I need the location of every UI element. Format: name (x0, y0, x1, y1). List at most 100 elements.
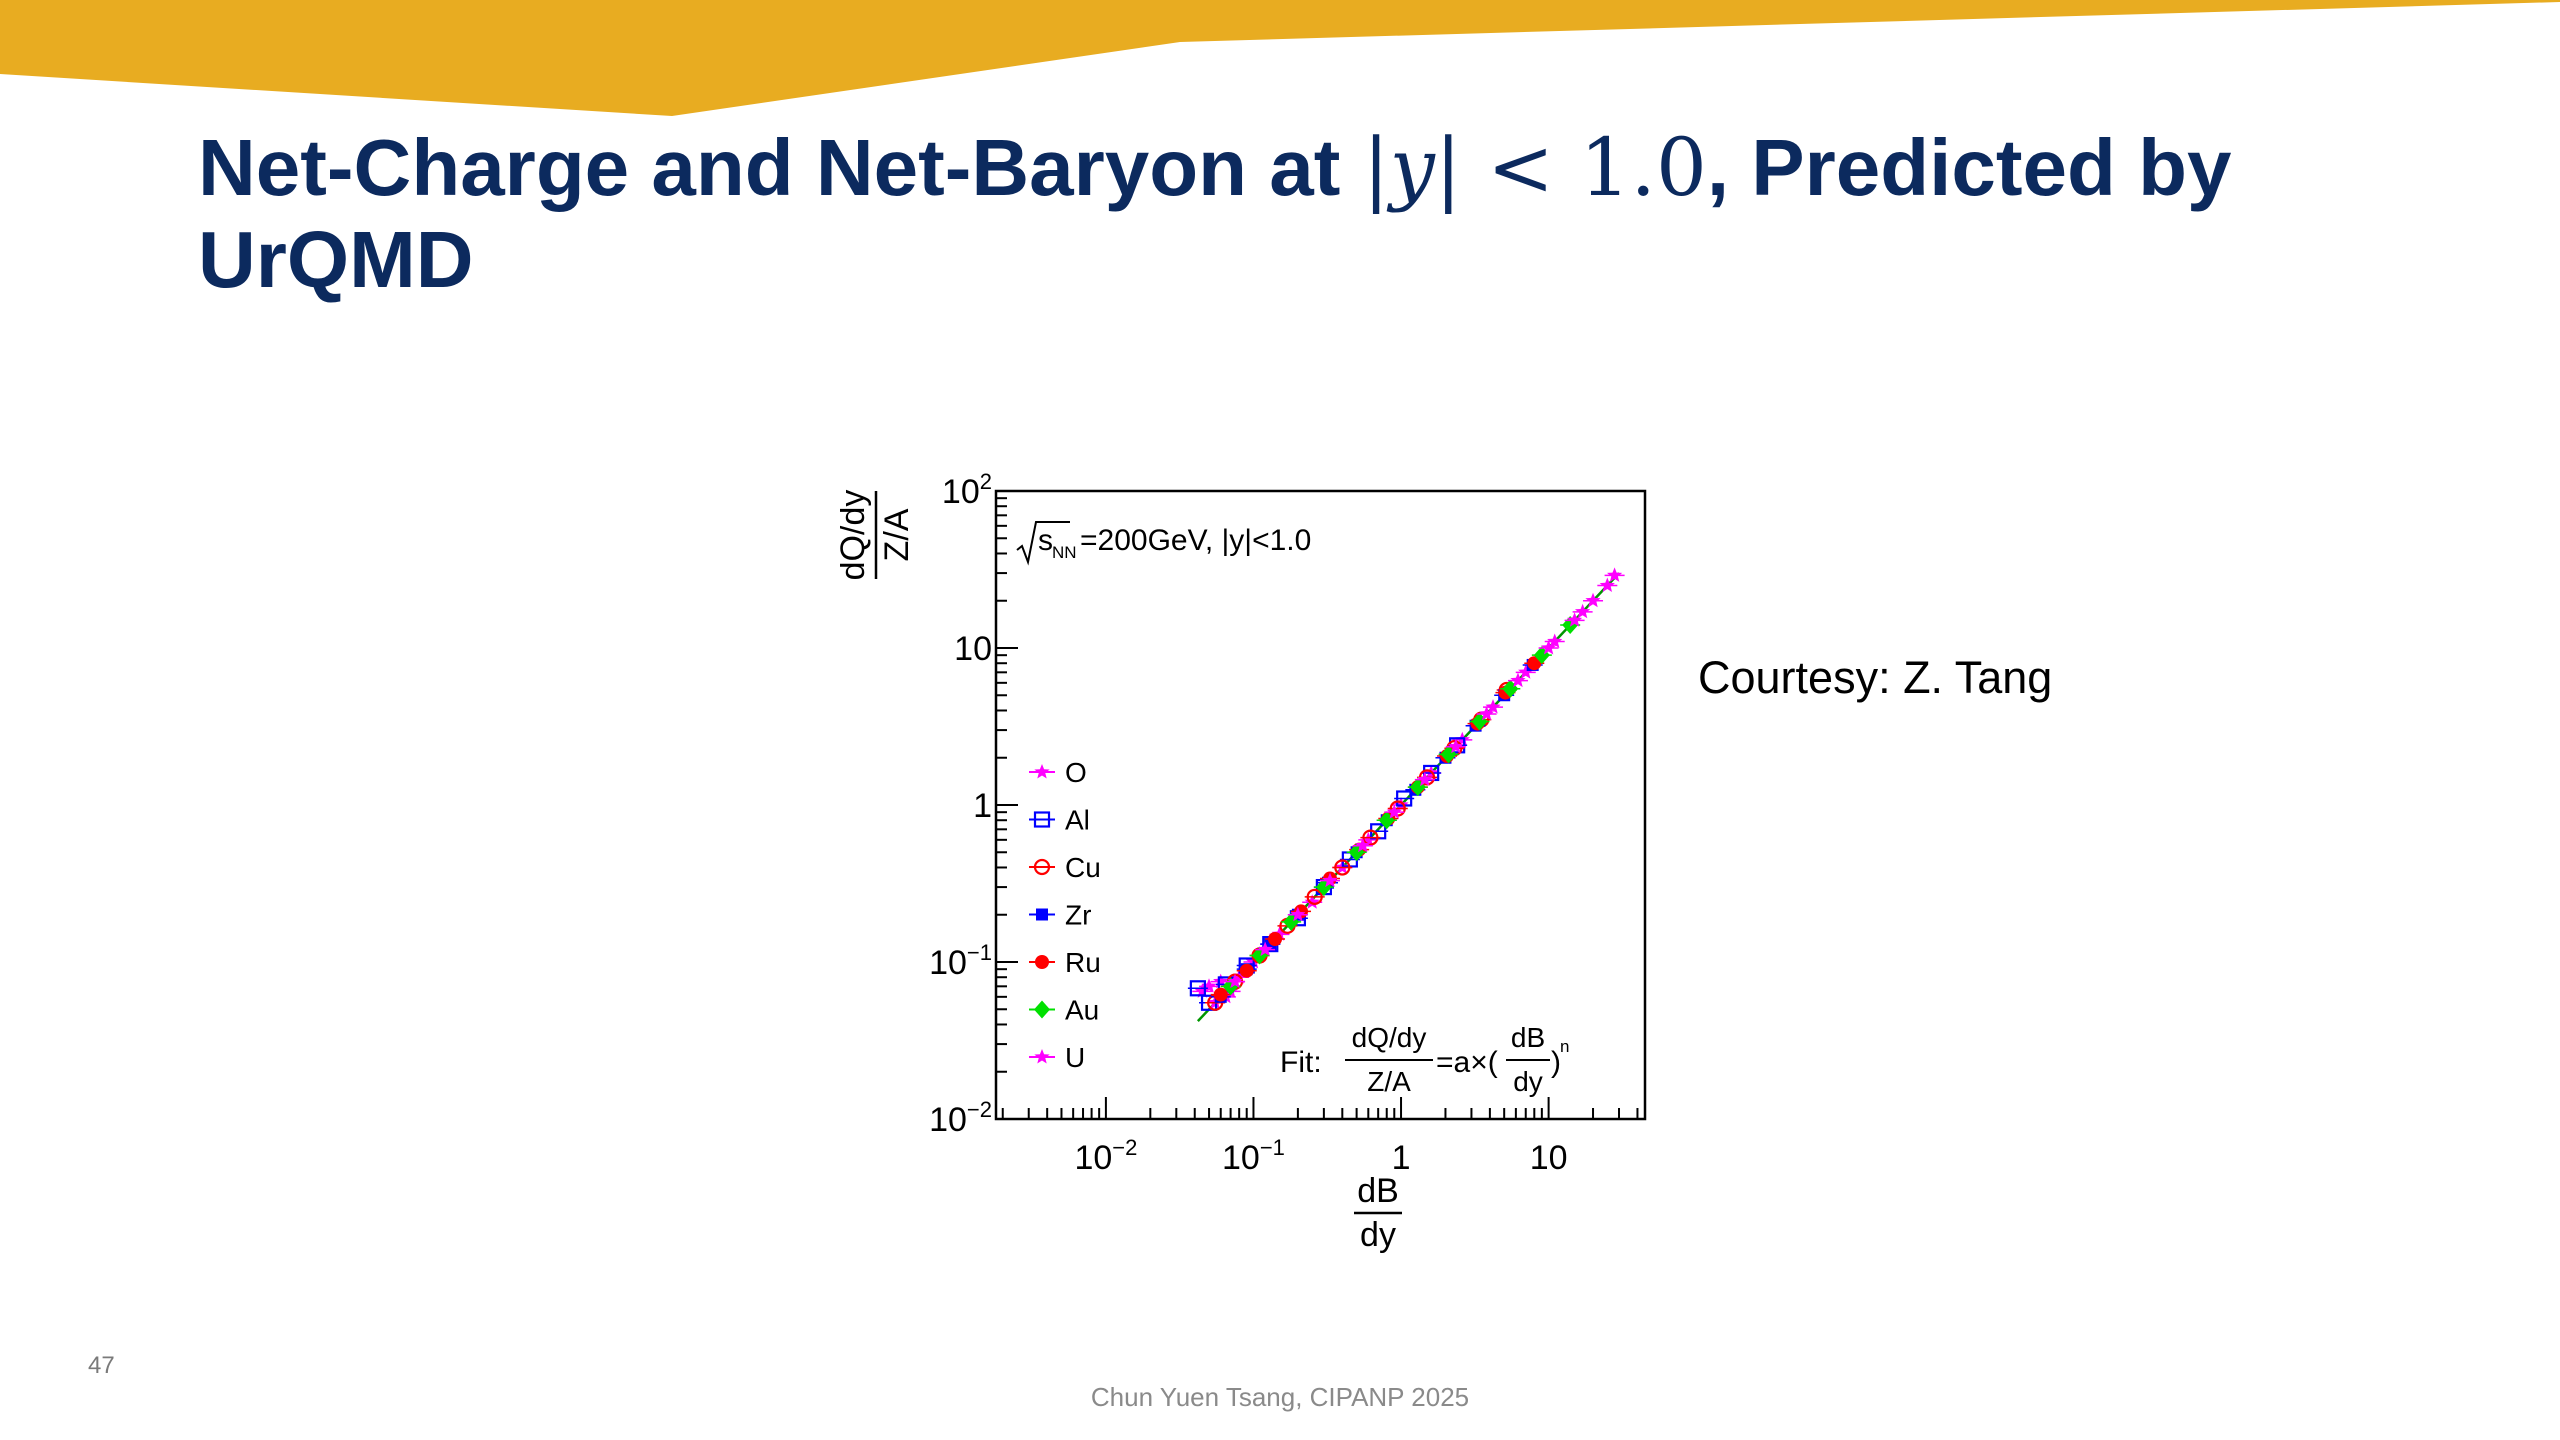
data-point-shape (1541, 640, 1557, 655)
data-point-shape (1417, 771, 1433, 787)
data-point (1315, 878, 1332, 897)
legend-marker-shape (1034, 1049, 1050, 1064)
legend-marker (1033, 858, 1051, 876)
data-point (1251, 946, 1268, 965)
data-point-shape (1189, 980, 1206, 997)
data-point-shape (1355, 837, 1371, 853)
x-axis-ticks: 10−2 10−1 1 10 (1001, 1097, 1639, 1177)
y-axis-label: dQ/dy Z/A (840, 490, 916, 581)
banner-shape (0, 0, 2560, 116)
data-point (1322, 872, 1338, 888)
title-math-var: y (1389, 121, 1435, 214)
data-point (1510, 672, 1526, 688)
data-point (1306, 888, 1323, 905)
x-axis-label-denominator: dy (1360, 1216, 1396, 1254)
data-point-shape (1547, 633, 1563, 648)
data-point (1417, 771, 1433, 787)
data-point-shape (1362, 829, 1379, 846)
data-point (1348, 843, 1365, 862)
data-point-shape (1585, 592, 1601, 608)
title-math-close: | < 1.0 (1434, 121, 1707, 214)
data-point-shape (1227, 973, 1243, 989)
data-point (1355, 837, 1371, 853)
legend-marker-shape (1034, 1000, 1050, 1019)
y-axis-ticks: 10−2 10−1 1 10 102 (929, 470, 1018, 1139)
data-point-shape (1471, 712, 1488, 731)
legend-item: Au (1029, 995, 1099, 1026)
data-point (1448, 738, 1464, 754)
data-point (1213, 987, 1228, 1002)
data-point (1257, 941, 1273, 956)
sqrt-sign-icon (1016, 521, 1070, 566)
title-math-open: | (1362, 121, 1390, 214)
y-tick-label: 1 (973, 787, 992, 825)
data-point-shape (1194, 983, 1210, 998)
y-axis-label-denominator: Z/A (878, 508, 916, 561)
data-point (1527, 656, 1542, 671)
data-point (1585, 592, 1601, 608)
legend-marker (1035, 955, 1049, 969)
data-point (1201, 978, 1217, 993)
x-tick-label: 10−2 (1074, 1135, 1137, 1177)
footer-credit: Chun Yuen Tsang, CIPANP 2025 (1090, 1382, 1470, 1412)
data-point (1485, 699, 1501, 714)
data-point-shape (1239, 963, 1254, 978)
data-point (1471, 712, 1488, 731)
data-point (1479, 706, 1495, 721)
data-point-shape (1386, 804, 1402, 819)
data-point-shape (1201, 978, 1217, 993)
data-point (1378, 811, 1395, 830)
legend-marker-shape (1033, 811, 1051, 828)
legend-label: Al (1065, 805, 1090, 836)
data-point-shape (1290, 906, 1306, 922)
data-point-shape (1378, 811, 1395, 830)
data-point-shape (1322, 872, 1338, 888)
data-point (1518, 664, 1534, 679)
legend-marker (1036, 908, 1048, 921)
data-point-shape (1334, 859, 1351, 876)
data-point (1362, 829, 1379, 846)
data-points (1187, 567, 1625, 1011)
legend-label: U (1065, 1042, 1085, 1073)
fit-numerator-1: dQ/dy (1352, 1022, 1427, 1053)
data-point (1547, 633, 1563, 648)
x-tick-label: 10−1 (1222, 1135, 1285, 1177)
legend-marker (1033, 811, 1051, 828)
legend-marker-shape (1034, 764, 1050, 779)
legend-item: Cu (1029, 852, 1101, 883)
legend-label: O (1065, 757, 1087, 788)
legend-label: Ru (1065, 947, 1101, 978)
data-point (1599, 577, 1615, 592)
page-number: 47 (88, 1352, 115, 1379)
data-point-shape (1306, 888, 1323, 905)
data-point (1386, 804, 1402, 819)
fit-exponent: n (1560, 1037, 1569, 1056)
data-point (1268, 932, 1283, 947)
legend-item: Al (1029, 805, 1090, 836)
data-point-shape (1348, 843, 1365, 862)
data-point-shape (1479, 706, 1495, 721)
legend-item: Ru (1029, 947, 1101, 978)
fit-denominator-2: dy (1513, 1066, 1543, 1097)
data-point-shape (1599, 577, 1615, 592)
fit-middle: =a×( (1436, 1046, 1498, 1079)
fit-formula: Fit: dQ/dy Z/A =a×( dB dy ) n (1280, 1022, 1569, 1097)
data-point-shape (1268, 932, 1283, 947)
legend-item: U (1029, 1042, 1085, 1073)
energy-annotation: s NN =200GeV, |y|<1.0 (1016, 521, 1311, 566)
courtesy-note: Courtesy: Z. Tang (1698, 652, 2053, 703)
legend-label: Zr (1065, 900, 1091, 931)
title-banner (0, 0, 2560, 116)
x-tick-label: 1 (1392, 1139, 1411, 1177)
data-point (1189, 980, 1206, 997)
data-point (1360, 831, 1376, 847)
data-point-shape (1485, 699, 1501, 714)
legend-item: O (1029, 757, 1087, 788)
legend: O Al Cu Zr Ru Au U (1029, 757, 1101, 1073)
x-axis-label-numerator: dB (1357, 1172, 1399, 1210)
data-point (1290, 906, 1306, 922)
slide-title: Net-Charge and Net-Baryon at |y| < 1.0, … (198, 122, 2458, 306)
legend-item: Zr (1029, 900, 1091, 931)
data-point-shape (1271, 926, 1288, 941)
data-point-shape (1607, 567, 1623, 582)
